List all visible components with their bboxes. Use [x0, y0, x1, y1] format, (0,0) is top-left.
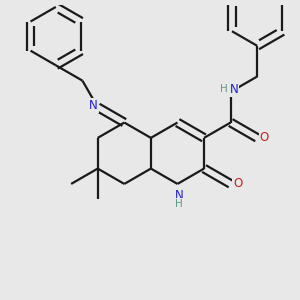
Text: O: O — [233, 177, 242, 190]
Text: H: H — [175, 199, 183, 209]
Text: N: N — [89, 99, 98, 112]
Text: O: O — [260, 131, 269, 144]
Text: N: N — [230, 83, 238, 96]
Text: N: N — [175, 189, 184, 203]
Text: H: H — [220, 84, 227, 94]
